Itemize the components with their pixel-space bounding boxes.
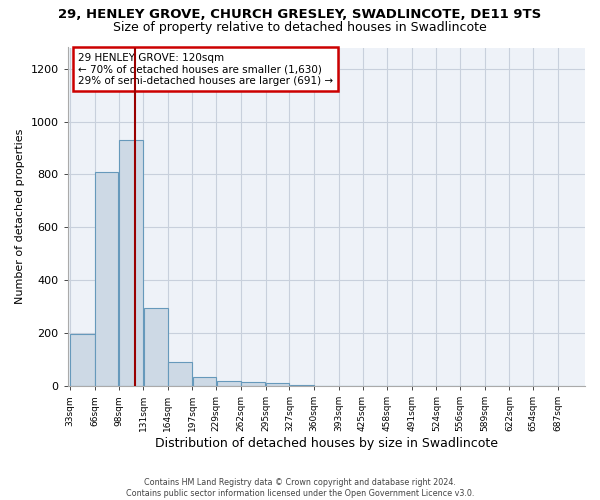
Bar — [217, 381, 241, 386]
Bar — [193, 377, 216, 386]
Bar — [168, 362, 192, 386]
Bar — [119, 140, 143, 386]
Bar — [70, 334, 95, 386]
Text: 29 HENLEY GROVE: 120sqm
← 70% of detached houses are smaller (1,630)
29% of semi: 29 HENLEY GROVE: 120sqm ← 70% of detache… — [78, 52, 333, 86]
Text: Size of property relative to detached houses in Swadlincote: Size of property relative to detached ho… — [113, 21, 487, 34]
Bar — [266, 383, 289, 386]
Text: 29, HENLEY GROVE, CHURCH GRESLEY, SWADLINCOTE, DE11 9TS: 29, HENLEY GROVE, CHURCH GRESLEY, SWADLI… — [58, 8, 542, 20]
Bar — [290, 385, 314, 386]
X-axis label: Distribution of detached houses by size in Swadlincote: Distribution of detached houses by size … — [155, 437, 498, 450]
Bar — [241, 382, 265, 386]
Bar — [95, 172, 118, 386]
Y-axis label: Number of detached properties: Number of detached properties — [15, 129, 25, 304]
Bar — [143, 308, 167, 386]
Text: Contains HM Land Registry data © Crown copyright and database right 2024.
Contai: Contains HM Land Registry data © Crown c… — [126, 478, 474, 498]
